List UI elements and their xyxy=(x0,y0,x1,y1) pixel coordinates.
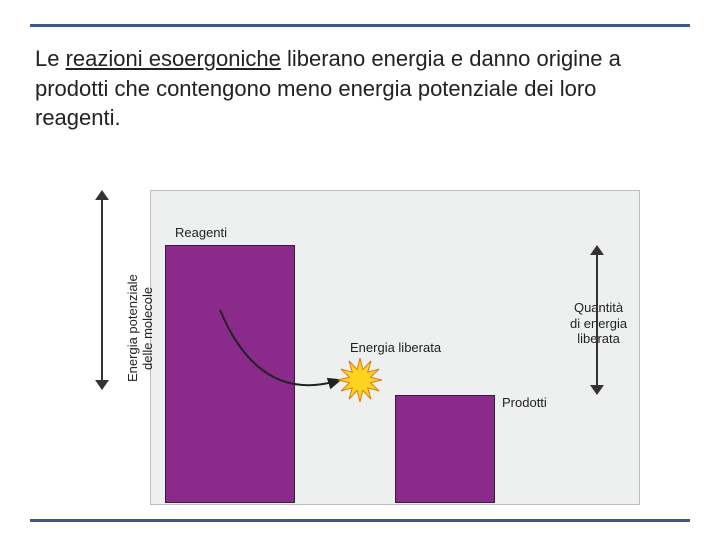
heading-before: Le xyxy=(35,46,66,71)
energy-release-arrow xyxy=(70,180,650,510)
energy-diagram: Energia potenziale delle molecole Reagen… xyxy=(70,180,650,510)
energy-burst-icon xyxy=(338,358,382,402)
bottom-rule xyxy=(30,519,690,522)
heading-text: Le reazioni esoergoniche liberano energi… xyxy=(35,44,685,133)
burst-polygon xyxy=(338,358,382,402)
heading-underlined: reazioni esoergoniche xyxy=(66,46,281,71)
top-rule xyxy=(30,24,690,27)
curve-path xyxy=(220,310,340,385)
